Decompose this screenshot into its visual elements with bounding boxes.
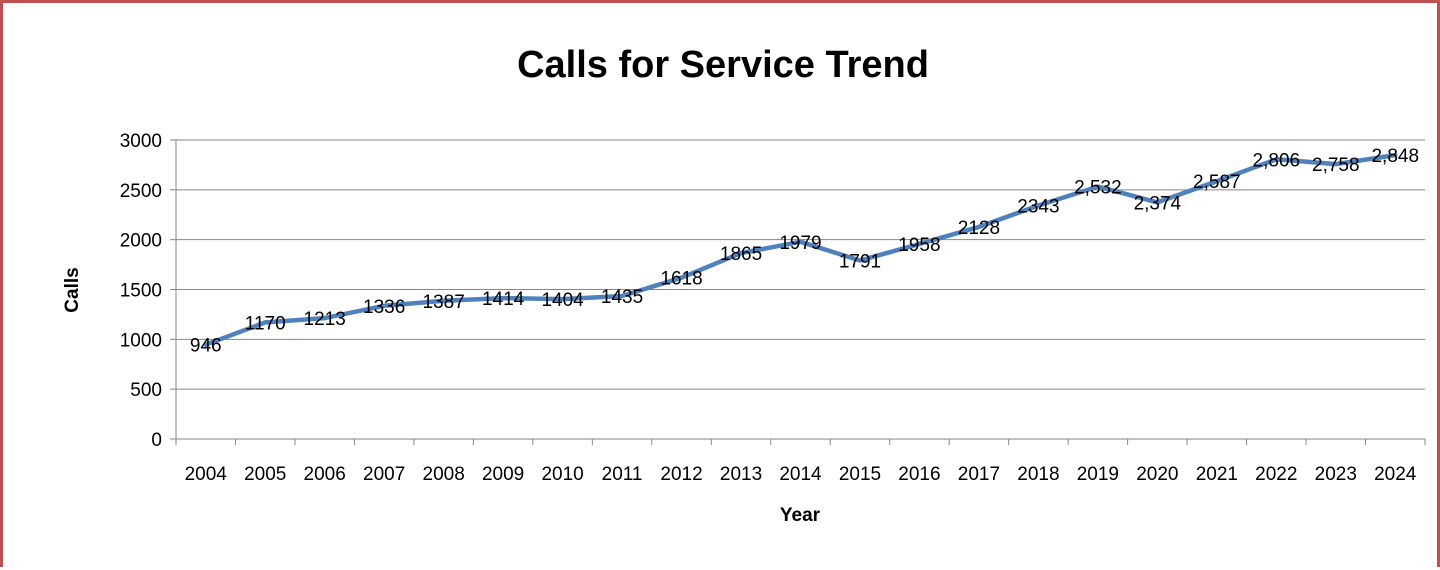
data-label: 2,532 [1074, 178, 1122, 199]
data-label: 1791 [839, 251, 881, 272]
line-chart: Calls for Service Trend 0 500 1000 1500 2000… [3, 3, 1440, 570]
data-label: 1336 [363, 297, 405, 318]
x-tick-label: 2016 [898, 464, 940, 485]
y-tick-label: 2500 [120, 181, 162, 202]
x-tick-label: 2011 [602, 464, 643, 485]
chart-title: Calls for Service Trend [517, 44, 929, 86]
data-label: 1958 [898, 235, 940, 256]
x-tick-label: 2019 [1077, 464, 1119, 485]
x-tick-label: 2014 [779, 464, 822, 485]
x-tick-label: 2015 [839, 464, 881, 485]
data-label: 2,758 [1312, 155, 1360, 176]
data-label: 1618 [660, 269, 702, 290]
y-tick-label: 2000 [120, 231, 162, 252]
data-label: 2128 [958, 218, 1000, 239]
x-tick-label: 2013 [720, 464, 762, 485]
data-label: 2,848 [1371, 146, 1419, 167]
x-tick-label: 2018 [1017, 464, 1059, 485]
x-tick-label: 2005 [244, 464, 286, 485]
data-label: 1213 [304, 309, 346, 330]
data-label: 1979 [779, 233, 821, 254]
x-tick-label: 2007 [363, 464, 405, 485]
data-label: 1865 [720, 244, 762, 265]
data-label: 946 [190, 336, 222, 357]
x-tick-label: 2006 [304, 464, 346, 485]
data-label: 1404 [541, 290, 584, 311]
x-tick-label: 2024 [1374, 464, 1417, 485]
x-tick-label: 2009 [482, 464, 524, 485]
x-tick-label: 2022 [1255, 464, 1297, 485]
y-tick-label: 1000 [120, 330, 162, 351]
x-tick-label: 2020 [1136, 464, 1178, 485]
x-tick-label: 2021 [1196, 464, 1238, 485]
x-tick-label: 2012 [660, 464, 702, 485]
x-tick-labels: 2004 2005 2006 2007 2008 2009 2010 2011 2012 2013… [185, 464, 1417, 485]
x-axis-title: Year [780, 505, 821, 526]
data-label: 1387 [423, 292, 465, 313]
data-label: 2,587 [1193, 172, 1241, 193]
y-axis-title: Calls [62, 267, 83, 312]
data-label: 2,806 [1253, 150, 1301, 171]
y-tick-labels: 0 500 1000 1500 2000 2500 3000 [120, 131, 162, 451]
x-tick-label: 2004 [185, 464, 228, 485]
data-label: 1414 [482, 289, 525, 310]
data-labels: 946 1170 1213 1336 1387 1414 1404 1435 1618 1865 1… [190, 146, 1419, 357]
y-tick-label: 1500 [120, 281, 162, 302]
data-label: 2343 [1017, 196, 1059, 217]
y-tick-label: 0 [151, 430, 162, 451]
x-tick-label: 2023 [1315, 464, 1357, 485]
x-tick-label: 2017 [958, 464, 1000, 485]
y-tick-label: 500 [130, 380, 162, 401]
y-tick-label: 3000 [120, 131, 162, 152]
data-label: 1435 [601, 287, 643, 308]
data-label: 2,374 [1134, 193, 1182, 214]
x-tick-label: 2010 [541, 464, 583, 485]
x-tick-label: 2008 [423, 464, 465, 485]
data-label: 1170 [245, 313, 286, 334]
